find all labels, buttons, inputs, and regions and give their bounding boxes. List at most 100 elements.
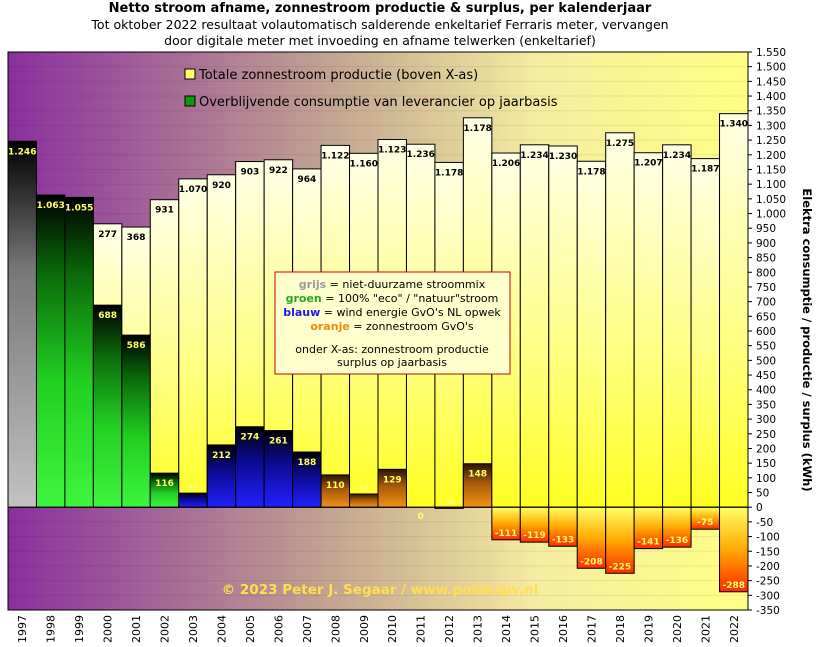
data-label-production: 931 <box>155 206 174 216</box>
data-label-production: 1.178 <box>435 168 463 178</box>
data-label-surplus: -136 <box>666 536 689 546</box>
annotation-orange-word: oranje <box>310 320 349 333</box>
bar-consumption <box>349 493 379 508</box>
data-label-production: 1.206 <box>492 159 520 169</box>
y-tick-label: -150 <box>756 546 780 558</box>
data-label-consumption: 212 <box>212 451 231 461</box>
data-label-surplus: -119 <box>523 531 546 541</box>
x-tick-label: 2022 <box>728 615 741 643</box>
data-label-consumption: 45 <box>358 484 371 494</box>
data-label-production: 1.234 <box>663 151 691 161</box>
y-tick-label: 800 <box>756 267 776 279</box>
bar-production <box>633 152 664 508</box>
data-label-consumption: 129 <box>383 475 402 485</box>
bar-surplus <box>605 506 635 574</box>
y-tick-label: 700 <box>756 297 776 309</box>
color-annotation-box: grijs = niet-duurzame stroommix groen = … <box>274 271 511 375</box>
y-tick-label: 300 <box>756 414 776 426</box>
bar-production <box>149 199 180 508</box>
y-tick-label: 550 <box>756 341 776 353</box>
y-tick-label: 1.000 <box>756 209 786 221</box>
annotation-line-green: groen = 100% "eco" / "natuur"stroom <box>286 292 499 305</box>
x-tick-label: 2003 <box>187 615 200 643</box>
y-tick-label: -50 <box>756 517 773 529</box>
y-tick-label: 1.300 <box>756 120 786 132</box>
data-label-consumption: 116 <box>155 479 174 489</box>
chart-subtitle-line-1: Tot oktober 2022 resultaat volautomatisc… <box>91 17 669 32</box>
legend-label-production: Totale zonnestroom productie (boven X-as… <box>198 68 478 83</box>
x-tick-label: 2009 <box>358 615 371 643</box>
legend-swatch-production <box>184 68 196 80</box>
bar-surplus <box>576 506 607 569</box>
y-tick-label: 450 <box>756 370 776 382</box>
data-label-consumption: 586 <box>127 341 146 351</box>
y-tick-label: 900 <box>756 238 776 250</box>
bar-surplus <box>633 506 664 550</box>
data-label-production: 1.234 <box>520 151 548 161</box>
data-label-production: 1.340 <box>720 120 748 130</box>
data-label-consumption: 148 <box>468 470 487 480</box>
y-tick-label: 1.550 <box>756 47 786 59</box>
bar-consumption <box>178 492 208 508</box>
y-tick-label: -250 <box>756 576 780 588</box>
copyright-text: © 2023 Peter J. Segaar / www.polderpv.nl <box>222 582 539 598</box>
title-block: Netto stroom afname, zonnestroom product… <box>0 0 760 49</box>
x-tick-label: 2014 <box>500 615 513 643</box>
annotation-blue-word: blauw <box>283 306 320 319</box>
y-axis: -350 -300 -250 -200 -150 -100 -50 0 50 100 150 200 2… <box>748 47 786 617</box>
data-label-consumption: 110 <box>326 481 345 491</box>
bar-consumption <box>92 304 123 508</box>
bar-consumption <box>7 140 37 508</box>
annotation-blue-text: = wind energie GvO's NL opwek <box>320 306 501 319</box>
data-label-surplus: -141 <box>637 538 660 548</box>
annotation-line-grey: grijs = niet-duurzame stroommix <box>299 278 486 291</box>
data-label-production: 1.123 <box>378 146 406 156</box>
data-label-production: 1.070 <box>179 185 207 195</box>
data-label-production: 1.275 <box>606 139 634 149</box>
x-tick-label: 2005 <box>244 615 257 643</box>
data-label-consumption: 48 <box>187 483 200 493</box>
data-label-surplus: -75 <box>697 518 713 528</box>
y-tick-label: 600 <box>756 326 776 338</box>
bar-production <box>519 144 550 508</box>
data-label-surplus: -133 <box>552 535 575 545</box>
annotation-line-orange: oranje = zonnestroom GvO's <box>310 320 474 333</box>
y-tick-label: 350 <box>756 399 776 411</box>
annotation-line-blue: blauw = wind energie GvO's NL opwek <box>283 306 501 319</box>
data-label-production: 277 <box>98 230 117 240</box>
y-tick-label: -100 <box>756 532 780 544</box>
x-tick-label: 2021 <box>699 615 712 643</box>
data-label-production: 903 <box>241 168 260 178</box>
x-tick-label: 2015 <box>529 615 542 643</box>
y-tick-label: 650 <box>756 311 776 323</box>
data-label-production: 1.178 <box>577 167 605 177</box>
data-label-production: 1.160 <box>350 159 378 169</box>
y-tick-label: 1.400 <box>756 91 786 103</box>
x-tick-label: 2004 <box>215 615 228 643</box>
y-tick-label: 1.100 <box>756 179 786 191</box>
bar-consumption <box>64 196 94 508</box>
legend: Totale zonnestroom productie (boven X-as… <box>184 68 558 110</box>
y-tick-label: 1.200 <box>756 150 786 162</box>
x-tick-label: 2019 <box>642 615 655 643</box>
annotation-grey-text: = niet-duurzame stroommix <box>326 278 486 291</box>
x-tick-label: 2020 <box>671 615 684 643</box>
annotation-grey-word: grijs <box>299 278 327 291</box>
y-tick-label: 200 <box>756 443 776 455</box>
data-label-production: 1.236 <box>406 150 434 160</box>
x-tick-label: 2002 <box>159 615 172 643</box>
x-tick-label: 2008 <box>329 615 342 643</box>
y-tick-label: 400 <box>756 385 776 397</box>
x-tick-label: 2016 <box>557 615 570 643</box>
y-tick-label: -300 <box>756 590 780 602</box>
x-tick-label: 2001 <box>130 615 143 643</box>
data-label-production: 920 <box>212 181 231 191</box>
y-tick-label: 150 <box>756 458 776 470</box>
annotation-box-frame <box>274 271 511 375</box>
x-tick-label: 1998 <box>45 615 58 643</box>
x-tick-label: 2017 <box>585 615 598 643</box>
x-tick-label: 2012 <box>443 615 456 643</box>
y-tick-label: 50 <box>756 488 769 500</box>
y-tick-label: 1.350 <box>756 106 786 118</box>
